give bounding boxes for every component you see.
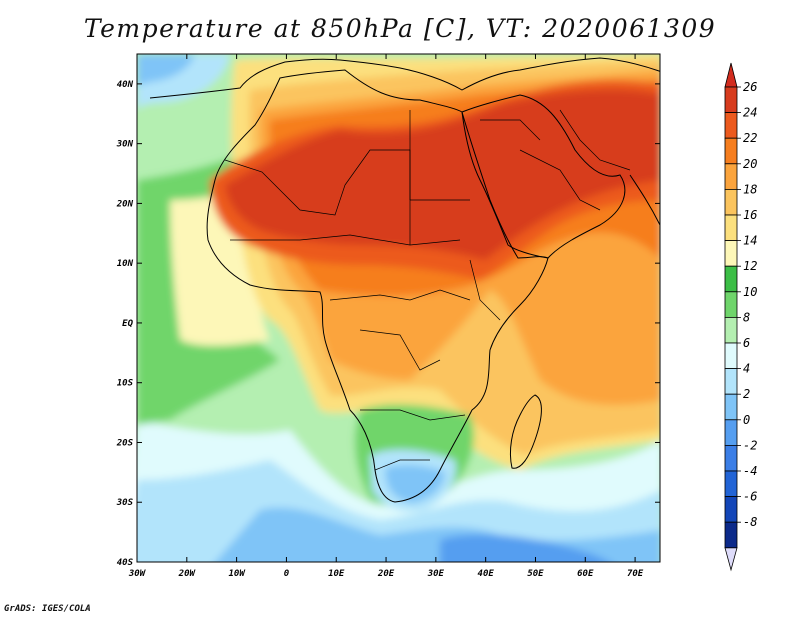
border-sahel (230, 234, 461, 246)
lat-tick-label: 10N (117, 259, 134, 269)
colorbar-swatch (724, 240, 738, 267)
temp-field-south-africa-cold (385, 464, 445, 503)
colorbar-swatch (724, 86, 738, 114)
lat-tick-label: 30N (116, 140, 134, 150)
colorbar-swatch (724, 419, 738, 446)
lon-tick-label: 30W (128, 569, 147, 579)
lon-tick-label: 40E (478, 569, 495, 579)
temp-field-south-ocean-coldest (440, 534, 610, 562)
border-central-africa (329, 289, 471, 301)
europe-coastline (149, 57, 660, 99)
lat-axis: 40N 30N 20N 10N EQ 10S 20S 30S 40S (116, 80, 660, 568)
colorbar-swatch (724, 496, 738, 523)
colorbar-swatch (724, 342, 738, 370)
colorbar-swatch (724, 316, 738, 344)
colorbar-label: 18 (743, 182, 757, 196)
border-east-africa (469, 259, 501, 321)
colorbar-swatch (724, 368, 738, 395)
lon-tick-label: 50E (527, 569, 544, 579)
colorbar-label: -8 (743, 515, 757, 529)
colorbar-label: 20 (743, 157, 757, 171)
colorbar-swatch (724, 521, 738, 549)
colorbar-swatch (724, 188, 738, 216)
lon-tick-label: 0 (284, 569, 290, 579)
border-iran (559, 109, 631, 171)
colorbar-over-arrow (724, 62, 738, 88)
border-sahara-west (224, 159, 346, 216)
colorbar-label: -4 (743, 464, 757, 478)
plot-frame (136, 53, 661, 563)
lon-axis: 30W 20W 10W 0 10E 20E 30E 40E 50E 60E 70E (128, 54, 644, 579)
border-arabia-inner (519, 149, 601, 211)
colorbar-label: 24 (743, 106, 757, 120)
colorbar-swatch (724, 444, 738, 472)
plot-area (137, 54, 660, 562)
africa-coastline (206, 69, 549, 503)
temp-field-northwest-cold (137, 54, 195, 86)
colorbar-swatch (724, 112, 738, 139)
lat-tick-label: 30S (116, 498, 134, 508)
lat-tick-label: 40N (117, 80, 134, 90)
colorbar-swatch (724, 137, 738, 165)
colorbar-under-arrow (724, 547, 738, 572)
temp-field-hot-26 (225, 89, 660, 260)
colorbar-swatch (724, 163, 738, 190)
colorbar-label: 16 (743, 208, 757, 222)
lat-tick-label: EQ (122, 319, 133, 329)
lon-tick-label: 70E (627, 569, 644, 579)
lat-tick-label: 20N (116, 199, 134, 209)
madagascar-coastline (509, 394, 542, 469)
lon-tick-label: 60E (577, 569, 594, 579)
lon-tick-label: 20E (377, 569, 395, 579)
border-mideast (480, 119, 541, 141)
colorbar-label: 26 (743, 80, 757, 94)
colorbar-swatch (724, 291, 738, 318)
colorbar-label: 12 (743, 259, 757, 273)
colorbar-label: 6 (743, 336, 750, 350)
border-southern-africa (360, 409, 466, 421)
lon-tick-label: 20W (178, 569, 197, 579)
colorbar-label: 0 (743, 413, 750, 427)
lat-tick-label: 20S (116, 438, 134, 448)
lat-tick-label: 10S (117, 379, 134, 389)
colorbar-label: 2 (743, 387, 750, 401)
chart-title: Temperature at 850hPa [C], VT: 202006130… (83, 14, 717, 43)
lon-tick-label: 30E (427, 569, 445, 579)
colorbar-label: 10 (743, 285, 757, 299)
lat-tick-label: 40S (117, 558, 134, 568)
colorbar-swatch (724, 393, 738, 421)
coastlines (149, 57, 660, 503)
colorbar-label: -6 (743, 490, 757, 504)
border-congo (359, 329, 441, 371)
border-south-africa (374, 459, 430, 471)
colorbar-swatch (724, 214, 738, 242)
colorbar-label: 8 (743, 310, 750, 324)
colorbar-label: 14 (743, 234, 757, 248)
political-borders (224, 109, 631, 471)
colorbar-swatch (724, 265, 738, 293)
colorbar-label: -2 (743, 438, 757, 452)
colorbar-swatch (724, 470, 738, 498)
colorbar-label: 4 (743, 362, 750, 376)
lon-tick-label: 10W (228, 569, 246, 579)
india-coastline (629, 174, 660, 226)
arabia-coastline (461, 94, 626, 259)
colorbar-label: 22 (743, 131, 757, 145)
lon-tick-label: 10E (328, 569, 345, 579)
grads-credit: GrADS: IGES/COLA (4, 604, 91, 614)
